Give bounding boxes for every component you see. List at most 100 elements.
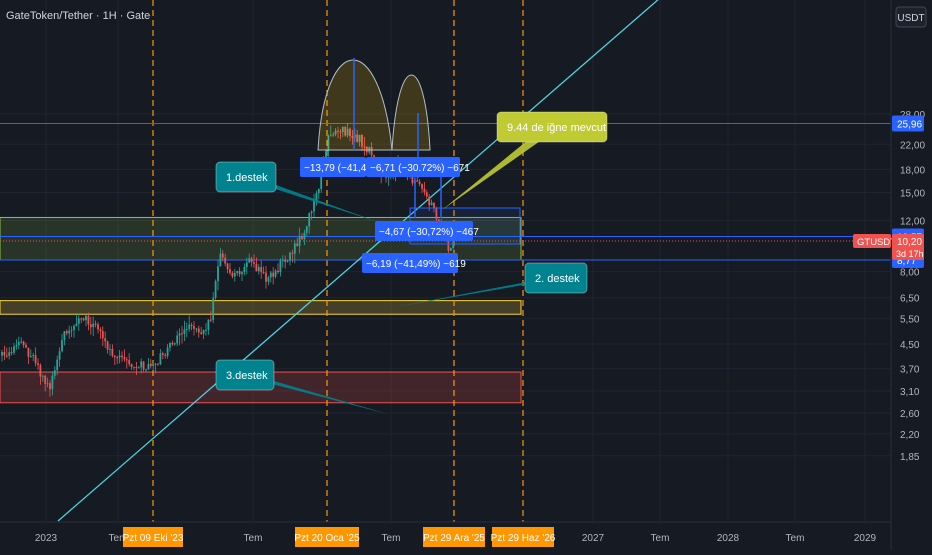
candle-body <box>53 370 56 376</box>
candle-body <box>56 359 59 371</box>
drawings <box>317 58 521 245</box>
callouts[interactable]: 1.destek 2. destek 3.destek 9.44 de iğne me… <box>215 111 608 414</box>
candle-body <box>190 324 193 327</box>
candle-body <box>101 331 104 339</box>
candle-body <box>353 134 356 138</box>
callout-tail <box>237 375 388 414</box>
candle-body <box>113 355 116 358</box>
date-marker-badge <box>423 527 485 547</box>
candle-body <box>344 126 347 136</box>
candle-body <box>171 342 174 345</box>
candle-body <box>41 375 44 377</box>
candle-body <box>39 365 42 377</box>
price-scale[interactable] <box>892 0 932 550</box>
candle-body <box>214 281 217 298</box>
candle-body <box>272 272 275 277</box>
date-marker-badge <box>295 527 359 547</box>
candle-body <box>334 130 337 135</box>
y-tick-label: 15,00 <box>900 188 925 199</box>
candle-body <box>416 180 419 182</box>
candle-body <box>281 259 284 261</box>
y-tick-label: 6,50 <box>900 294 920 305</box>
measure-label-box <box>366 157 460 177</box>
candle-body <box>32 355 35 357</box>
candle-body <box>341 126 344 133</box>
candle-body <box>241 272 243 275</box>
candle-body <box>27 347 30 357</box>
candle-body <box>104 338 107 342</box>
candle-body <box>75 323 78 326</box>
candle-body <box>411 175 414 184</box>
candle-body <box>109 348 111 350</box>
candle-body <box>248 258 251 263</box>
callout-label: 2. destek <box>535 273 580 285</box>
candle-body <box>1 352 3 356</box>
candle-body <box>123 357 126 360</box>
measure-label-box <box>300 157 366 177</box>
candle-body <box>15 345 18 347</box>
candle-body <box>262 272 265 274</box>
callout-box <box>215 359 275 391</box>
candle-body <box>217 266 219 282</box>
x-tick-label: 2029 <box>854 533 877 544</box>
pattern-arc-right <box>391 74 431 151</box>
candle-body <box>58 351 61 360</box>
candle-body <box>140 361 143 368</box>
candle-body <box>22 341 25 345</box>
symbol-title: GateToken/Tether · 1H · Gate <box>6 10 150 22</box>
candle-body <box>205 329 207 331</box>
candle-body <box>332 134 335 136</box>
candle-body <box>423 188 426 193</box>
candle-body <box>154 363 157 365</box>
candle-body <box>185 329 188 331</box>
candle-body <box>202 330 205 334</box>
callout-tail <box>442 127 560 210</box>
candle-body <box>356 134 359 142</box>
candle-body <box>361 134 363 147</box>
trendline-group <box>57 0 659 522</box>
candle-body <box>224 257 227 264</box>
candle-body <box>274 270 277 277</box>
candle-body <box>188 324 191 330</box>
candle-body <box>284 259 287 262</box>
date-marker-label: Pzt 20 Oca '25 <box>294 533 360 544</box>
candle-body <box>197 328 200 333</box>
candle-body <box>128 360 131 365</box>
candle-body <box>229 269 231 273</box>
candle-body <box>130 364 133 368</box>
candle-body <box>433 202 435 208</box>
candle-body <box>63 331 66 341</box>
y-tick-label: 4,50 <box>900 340 920 351</box>
callout-label: 3.destek <box>226 370 268 382</box>
candle-body <box>149 363 152 366</box>
candle-body <box>13 346 15 353</box>
candle-body <box>176 335 179 344</box>
currency-label: USDT <box>897 13 924 24</box>
candle-body <box>147 363 150 370</box>
x-tick-labels: 2023 Tem Tem Tem 2027 Tem 2028 Tem 2029 <box>35 533 877 544</box>
candle-body <box>437 219 440 222</box>
y-tick-label: 1,85 <box>900 452 920 463</box>
callout-tail <box>390 278 564 308</box>
candle-body <box>49 383 51 390</box>
date-marker-badge <box>492 527 554 547</box>
callout-box <box>524 262 588 294</box>
candle-body <box>51 375 54 390</box>
measurements: −13,79 (−41,4 −6,71 (−30.72%) −671 −4,67 (… <box>300 157 479 273</box>
candle-body <box>20 341 23 343</box>
candle-body <box>25 344 27 348</box>
candle-body <box>73 325 75 330</box>
candle-body <box>219 253 222 267</box>
price-badge <box>892 115 924 132</box>
pattern-arc-left <box>317 59 393 151</box>
currency-button[interactable] <box>895 6 927 28</box>
candle-body <box>452 241 455 249</box>
candle-body <box>421 183 423 189</box>
candle-body <box>329 135 332 137</box>
price-badge-label: 8,77 <box>897 256 917 267</box>
candle-body <box>173 343 176 345</box>
y-tick-label: 22,00 <box>900 140 925 151</box>
candle-body <box>430 202 433 206</box>
